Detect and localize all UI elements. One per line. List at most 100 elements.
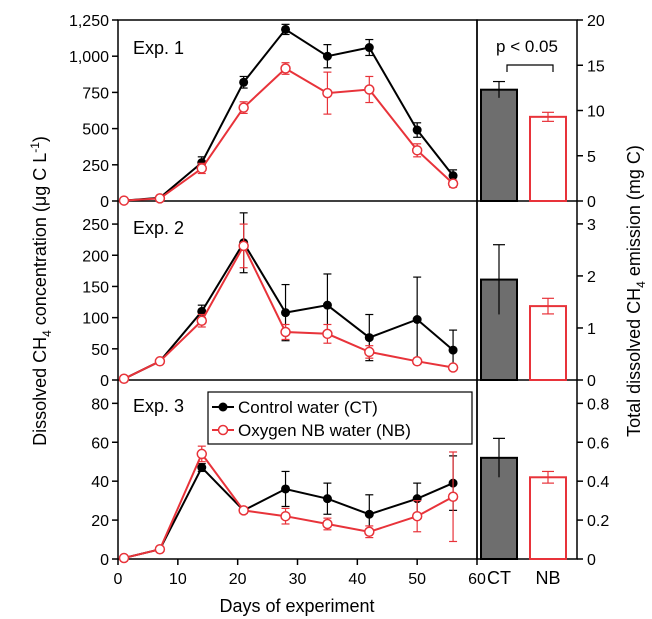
nb-point (411, 145, 423, 156)
ct-point (448, 171, 458, 181)
nb-point (196, 315, 208, 326)
nb-point (118, 552, 130, 564)
nb-point (447, 178, 459, 189)
y-tick-label: 100 (82, 311, 109, 328)
right-y-tick-label: 0.2 (587, 513, 609, 530)
nb-bar (529, 115, 567, 202)
nb-point (280, 326, 291, 338)
x-tick-label: 30 (289, 571, 307, 588)
nb-point (322, 328, 333, 340)
ct-point (197, 463, 207, 473)
y-tick-label: 150 (82, 279, 109, 296)
legend: Control water (CT) Oxygen NB water (NB) (207, 391, 473, 445)
right-y-tick-label: 0.4 (587, 474, 609, 491)
ct-point (364, 43, 374, 53)
y-tick-label: 250 (82, 217, 109, 234)
right-y-tick-label: 0 (587, 552, 596, 569)
exp3-label: Exp. 3 (133, 396, 184, 416)
y-tick-label: 0 (100, 552, 109, 569)
y-tick-label: 60 (91, 435, 109, 452)
nb-point (447, 362, 459, 373)
nb-point (364, 346, 375, 358)
y-tick-label: 500 (82, 122, 109, 139)
legend-ct-marker (218, 402, 228, 412)
nb-point (154, 193, 166, 204)
p-value-annotation: p < 0.05 (496, 37, 558, 56)
bar-category-label: NB (535, 568, 560, 588)
right-y-axis-label: Total dissolved CH4 emission (mg C) (624, 145, 648, 437)
ct-point (448, 345, 458, 355)
y-tick-label: 50 (91, 342, 109, 359)
right-y-tick-label: 0.8 (587, 396, 609, 413)
nb-point (118, 373, 130, 385)
nb-point (154, 356, 166, 367)
x-tick-label: 40 (348, 571, 366, 588)
bar-panel-frame (476, 19, 578, 560)
ct-point (364, 333, 374, 343)
ct-point (281, 24, 291, 34)
right-y-tick-label: 10 (587, 104, 605, 121)
x-axis-label: Days of experiment (219, 596, 374, 616)
exp1-label: Exp. 1 (133, 38, 184, 58)
nb-point (238, 505, 249, 516)
legend-nb-label: Oxygen NB water (NB) (238, 421, 411, 440)
nb-point (238, 102, 249, 113)
nb-point (411, 356, 423, 367)
y-tick-label: 200 (82, 248, 109, 265)
y-tick-label: 40 (91, 474, 109, 491)
right-y-tick-label: 20 (587, 13, 605, 30)
ct-point (281, 308, 291, 318)
ct-point (322, 51, 332, 61)
x-tick-label: 0 (114, 571, 123, 588)
nb-bar (529, 476, 567, 561)
nb-point (364, 84, 375, 95)
ct-point (364, 509, 374, 519)
y-tick-label: 1,250 (69, 13, 109, 30)
nb-point (280, 63, 291, 74)
nb-point (364, 526, 375, 538)
x-tick-label: 10 (169, 571, 187, 588)
ct-point (322, 300, 332, 310)
right-y-tick-label: 15 (587, 58, 605, 75)
x-tick-label: 20 (229, 571, 247, 588)
bar-category-label: CT (487, 568, 511, 588)
right-y-tick-label: 5 (587, 149, 596, 166)
ct-point (197, 306, 207, 316)
right-y-tick-label: 0.6 (587, 435, 609, 452)
ct-point (322, 494, 332, 504)
nb-point (196, 163, 208, 174)
ct-point (281, 484, 291, 494)
legend-ct-label: Control water (CT) (238, 398, 378, 417)
nb-point (411, 510, 423, 522)
nb-bar (529, 305, 567, 382)
x-tick-label: 60 (468, 571, 486, 588)
chart-marks: 0 10 20 30 40 50 6002505007501,0001,2500510152… (69, 13, 609, 588)
y-tick-label: 750 (82, 85, 109, 102)
nb-point (118, 195, 130, 206)
y-tick-label: 250 (82, 158, 109, 175)
y-tick-label: 80 (91, 396, 109, 413)
right-y-tick-label: 0 (587, 194, 596, 211)
y-tick-label: 0 (100, 373, 109, 390)
right-y-tick-label: 0 (587, 373, 596, 390)
y-tick-label: 20 (91, 513, 109, 530)
nb-point (447, 491, 459, 502)
line-panel-frame (117, 19, 478, 560)
nb-point (196, 448, 208, 460)
left-y-axis-label: Dissolved CH4 concentration (μg C L-1) (28, 136, 54, 446)
ct-point (412, 125, 422, 135)
ct-point (412, 315, 422, 325)
legend-box (207, 391, 473, 445)
exp2-label: Exp. 2 (133, 218, 184, 238)
nb-point (154, 544, 166, 555)
y-tick-label: 1,000 (69, 49, 109, 66)
right-y-tick-label: 2 (587, 269, 596, 286)
nb-point (280, 510, 291, 522)
ct-bar (480, 88, 518, 202)
ct-point (239, 77, 249, 87)
x-tick-label: 50 (408, 571, 426, 588)
right-y-tick-label: 3 (587, 217, 596, 234)
significance-bracket (506, 64, 554, 72)
y-tick-label: 0 (100, 194, 109, 211)
